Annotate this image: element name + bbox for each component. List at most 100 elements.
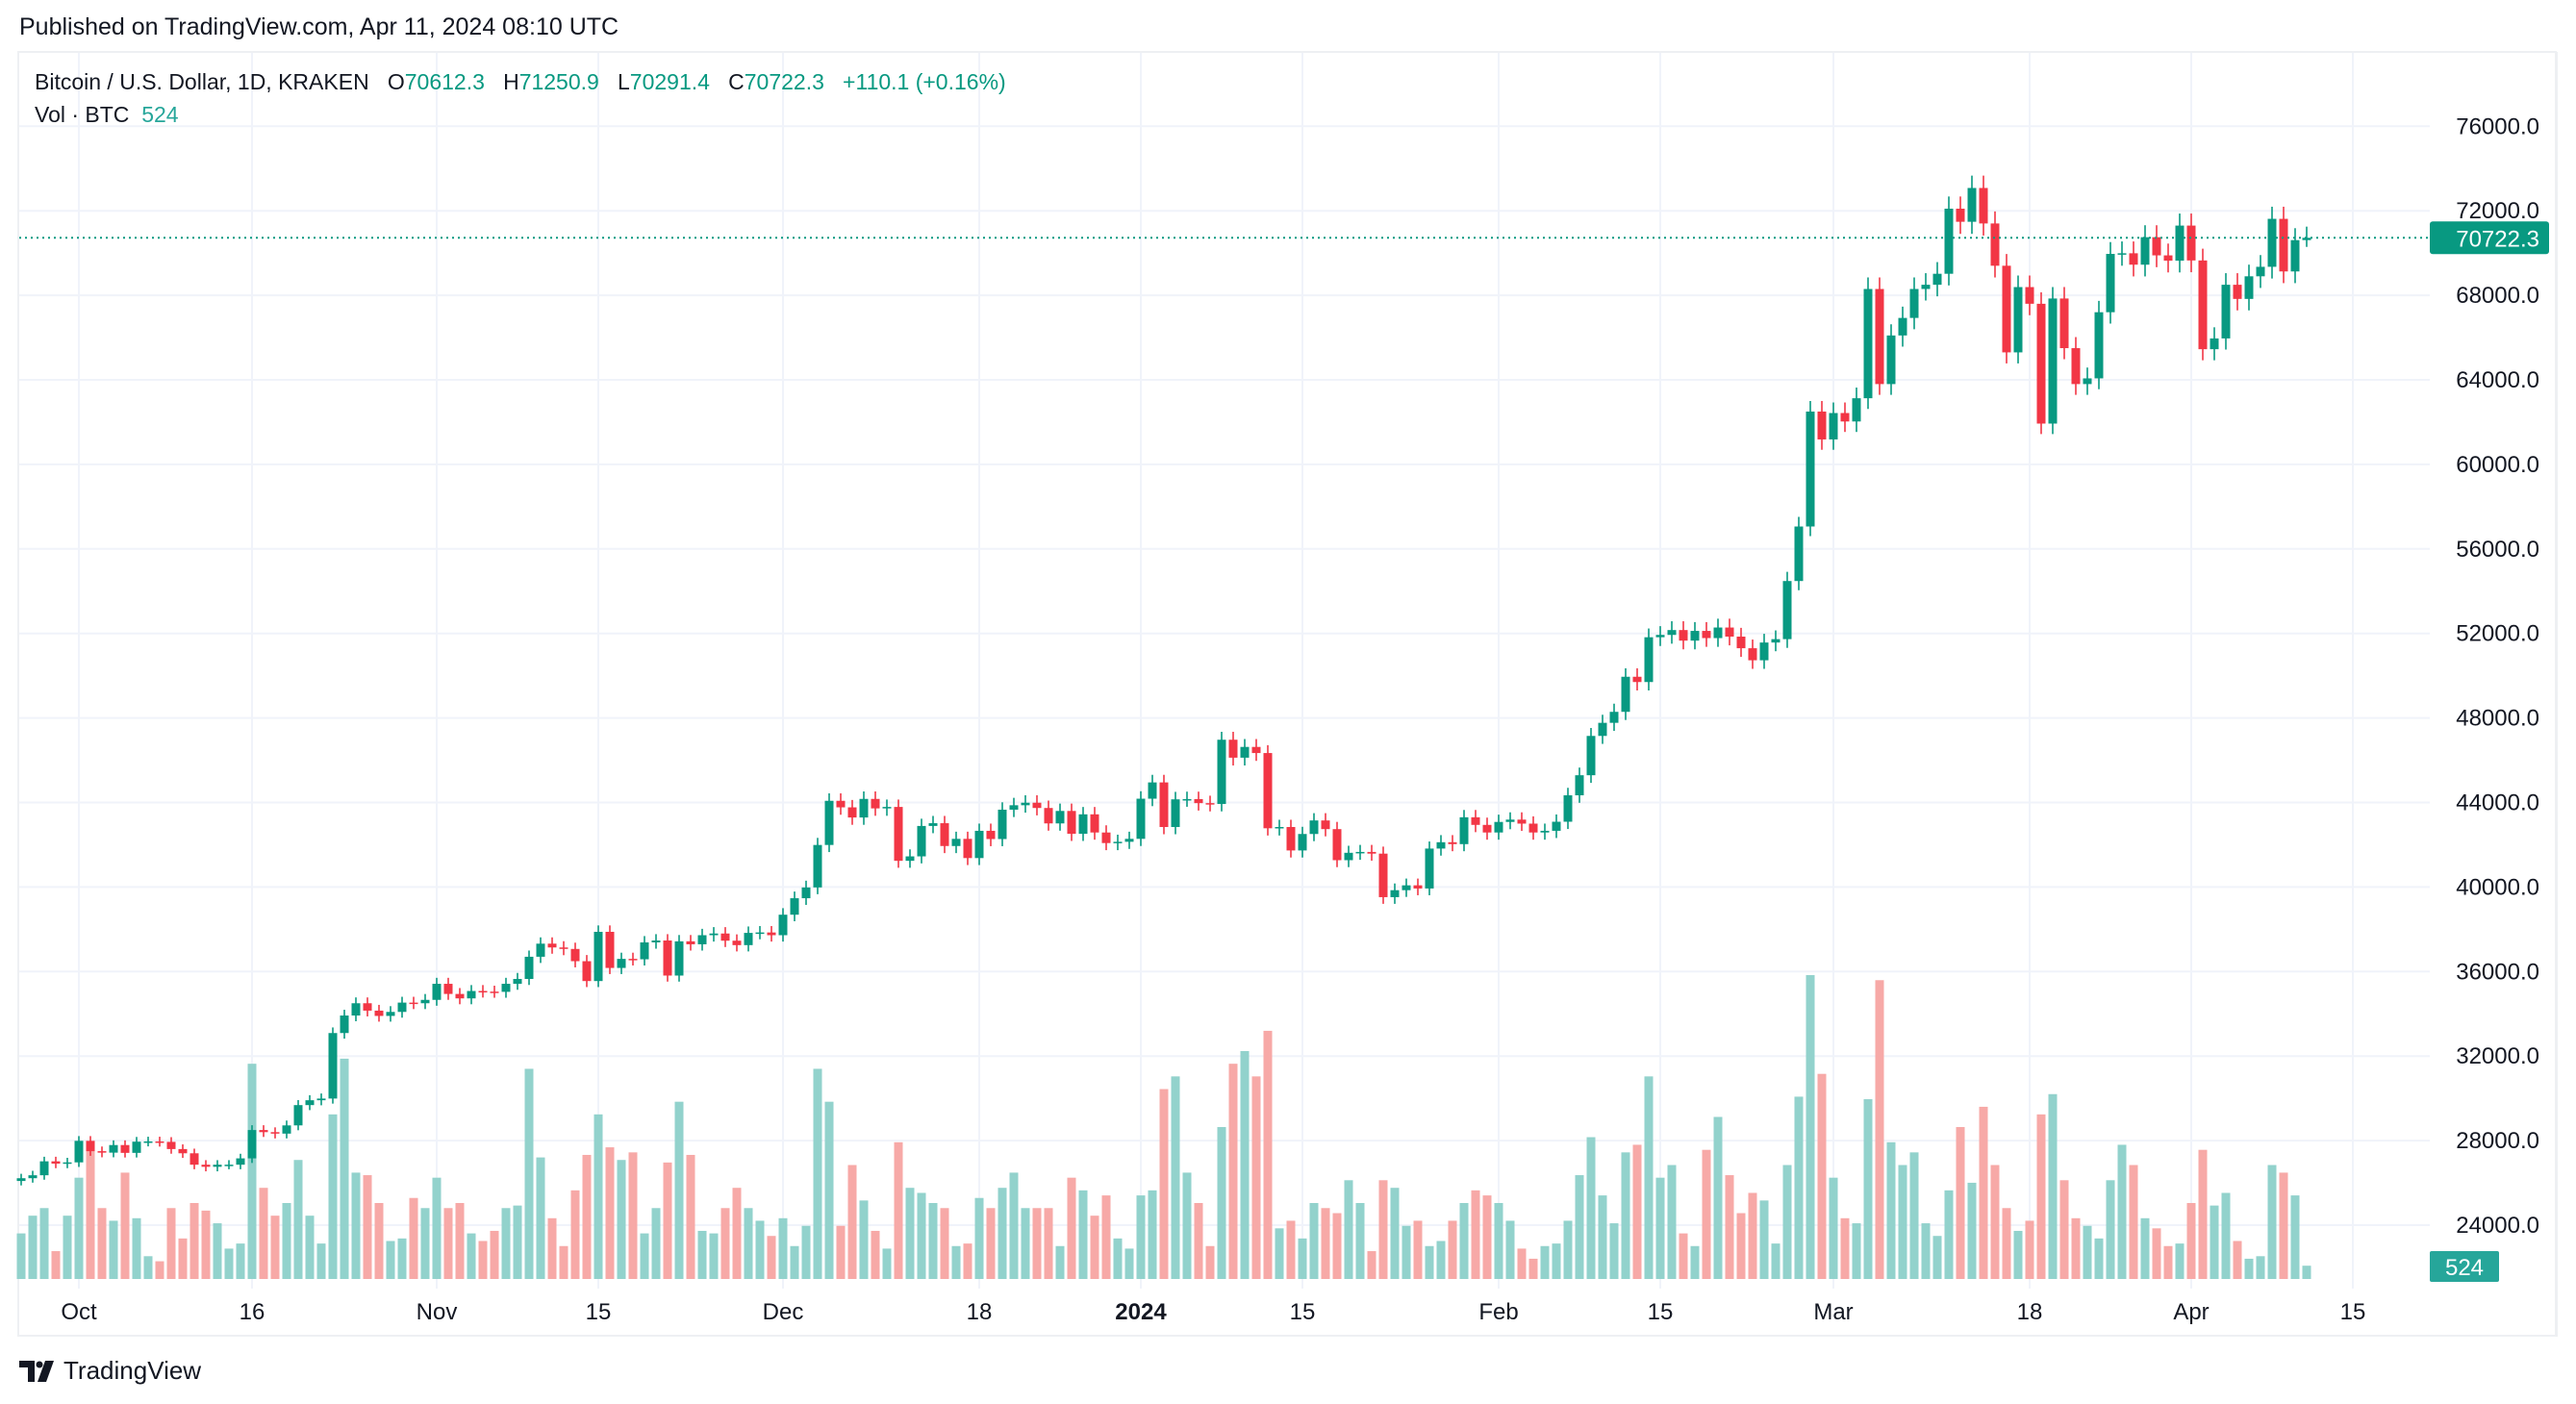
candle-body[interactable] — [501, 984, 511, 992]
candle-body[interactable] — [189, 1153, 199, 1166]
candle-body[interactable] — [120, 1144, 130, 1153]
candle-body[interactable] — [282, 1125, 291, 1134]
candle-body[interactable] — [570, 948, 580, 962]
candle-body[interactable] — [259, 1130, 268, 1133]
candle-body[interactable] — [882, 807, 892, 809]
candle-body[interactable] — [2013, 287, 2023, 353]
candle-body[interactable] — [1875, 288, 1884, 385]
candle-body[interactable] — [582, 961, 592, 982]
candle-body[interactable] — [478, 990, 488, 993]
candle-body[interactable] — [1956, 209, 1965, 222]
candle-body[interactable] — [1725, 627, 1734, 637]
candle-body[interactable] — [1309, 820, 1319, 835]
candle-body[interactable] — [213, 1165, 222, 1167]
candle-body[interactable] — [340, 1015, 349, 1034]
candle-body[interactable] — [1263, 753, 1273, 829]
candle-body[interactable] — [305, 1100, 315, 1106]
candle-body[interactable] — [524, 956, 534, 979]
candle-body[interactable] — [247, 1130, 257, 1159]
candle-body[interactable] — [836, 800, 846, 808]
candle-body[interactable] — [455, 993, 465, 999]
candle-body[interactable] — [1240, 746, 1250, 758]
candle-body[interactable] — [1055, 811, 1065, 824]
candle-body[interactable] — [270, 1132, 280, 1134]
candle-body[interactable] — [894, 807, 903, 862]
candle-body[interactable] — [1794, 526, 1804, 582]
candle-body[interactable] — [51, 1161, 61, 1165]
candle-body[interactable] — [1448, 841, 1457, 844]
candle-body[interactable] — [2025, 287, 2034, 304]
candle-body[interactable] — [871, 798, 880, 809]
candle-body[interactable] — [443, 984, 453, 994]
candle-body[interactable] — [1436, 841, 1446, 849]
candle-body[interactable] — [1655, 635, 1665, 638]
candle-body[interactable] — [1228, 740, 1238, 758]
candle-body[interactable] — [513, 978, 522, 985]
candle-body[interactable] — [2071, 348, 2081, 385]
candle-body[interactable] — [940, 823, 949, 846]
candle-body[interactable] — [351, 1003, 361, 1016]
candle-body[interactable] — [1609, 712, 1619, 723]
candle-body[interactable] — [1067, 811, 1076, 835]
candle-body[interactable] — [16, 1178, 26, 1182]
candle-body[interactable] — [547, 943, 557, 948]
candle-body[interactable] — [1667, 630, 1677, 636]
candle-body[interactable] — [593, 931, 603, 982]
candle-body[interactable] — [1021, 802, 1030, 806]
candle-body[interactable] — [605, 931, 615, 968]
candle-body[interactable] — [1032, 802, 1042, 809]
candle-body[interactable] — [63, 1162, 72, 1165]
candle-body[interactable] — [224, 1165, 234, 1166]
candle-body[interactable] — [1101, 832, 1111, 843]
candle-body[interactable] — [1367, 851, 1376, 854]
candle-body[interactable] — [1113, 841, 1123, 843]
candle-body[interactable] — [2186, 225, 2196, 261]
candle-body[interactable] — [1182, 798, 1192, 801]
candle-body[interactable] — [2233, 285, 2242, 299]
candle-body[interactable] — [1713, 627, 1723, 639]
candle-body[interactable] — [1563, 795, 1573, 822]
candle-body[interactable] — [2140, 237, 2150, 265]
candle-body[interactable] — [998, 809, 1007, 840]
candle-body[interactable] — [86, 1141, 95, 1152]
candle-body[interactable] — [143, 1141, 153, 1143]
candle-body[interactable] — [963, 839, 972, 859]
candle-body[interactable] — [1840, 413, 1850, 422]
candle-body[interactable] — [1575, 775, 1584, 796]
candle-body[interactable] — [1090, 814, 1099, 833]
candle-body[interactable] — [720, 933, 730, 941]
candle-body[interactable] — [1471, 816, 1480, 825]
candle-body[interactable] — [201, 1165, 211, 1167]
candle-body[interactable] — [2244, 276, 2254, 299]
candle-body[interactable] — [1817, 411, 1827, 439]
candle-body[interactable] — [1171, 799, 1180, 827]
candle-body[interactable] — [1759, 642, 1769, 661]
candle-body[interactable] — [2094, 312, 2104, 379]
candle-body[interactable] — [1690, 631, 1700, 641]
candle-body[interactable] — [559, 947, 568, 949]
candle-body[interactable] — [397, 1002, 407, 1013]
candle-body[interactable] — [1378, 853, 1388, 897]
candle-body[interactable] — [2175, 225, 2185, 262]
candle-body[interactable] — [755, 932, 765, 935]
candle-body[interactable] — [1598, 722, 1607, 737]
candle-body[interactable] — [709, 933, 719, 936]
candle-body[interactable] — [928, 823, 938, 826]
candle-body[interactable] — [1990, 223, 2000, 266]
candle-body[interactable] — [640, 941, 649, 960]
candle-body[interactable] — [2083, 378, 2092, 385]
candle-body[interactable] — [1852, 398, 1861, 422]
candle-body[interactable] — [651, 940, 661, 942]
candle-body[interactable] — [420, 999, 430, 1004]
candle-body[interactable] — [316, 1098, 326, 1101]
candle-body[interactable] — [1194, 798, 1203, 804]
candle-body[interactable] — [1552, 821, 1561, 831]
volume-label[interactable]: Vol · BTC — [35, 102, 130, 127]
candle-body[interactable] — [1702, 631, 1711, 639]
candle-body[interactable] — [1205, 803, 1215, 805]
candle-body[interactable] — [1736, 636, 1746, 649]
candle-body[interactable] — [2002, 265, 2011, 353]
candle-body[interactable] — [1136, 798, 1146, 840]
candle-body[interactable] — [467, 990, 476, 999]
candle-body[interactable] — [2163, 255, 2173, 262]
